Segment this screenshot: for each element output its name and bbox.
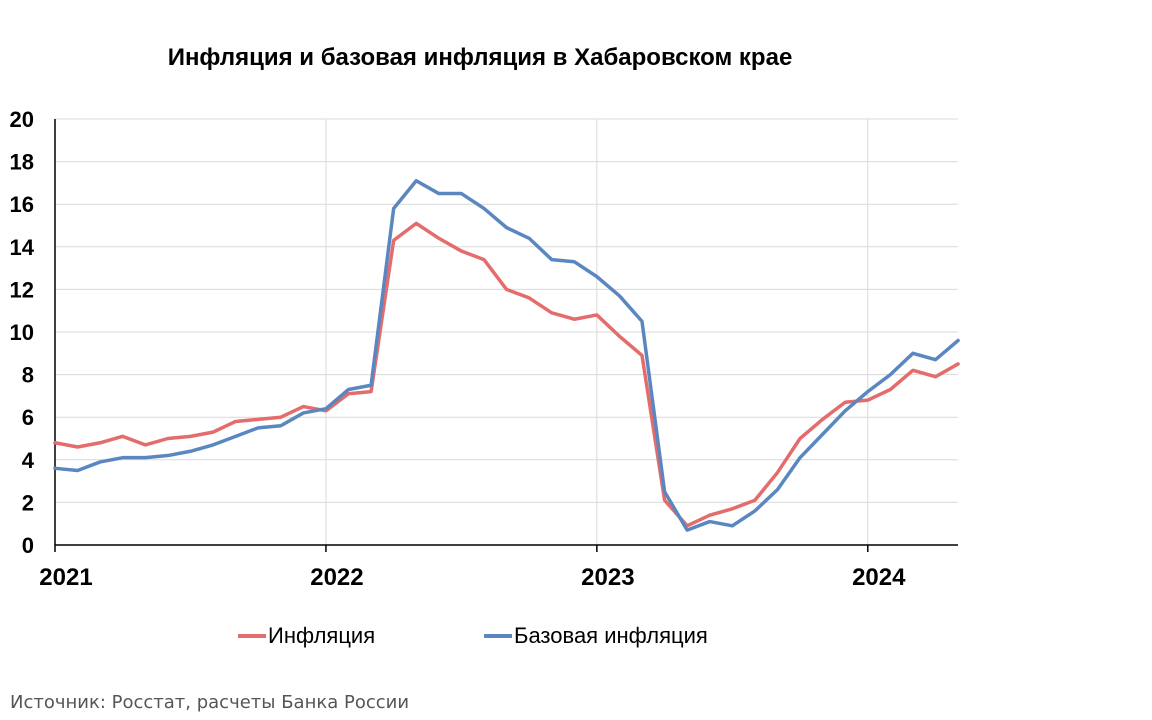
x-tick-label: 2024 [852, 564, 906, 591]
y-tick-labels: 0 2 4 6 8 10 12 14 16 18 20 [10, 107, 35, 558]
y-tick-label: 12 [10, 277, 34, 302]
y-tick-label: 2 [22, 490, 34, 515]
y-tick-label: 4 [22, 448, 35, 473]
legend-swatch-inflation [238, 634, 266, 638]
grid-lines [55, 118, 958, 545]
y-tick-label: 10 [10, 320, 34, 345]
y-tick-label: 14 [10, 235, 35, 260]
x-tick-label: 2021 [39, 564, 92, 591]
source-note: Источник: Росстат, расчеты Банка России [10, 692, 410, 713]
legend-swatch-core [484, 634, 512, 638]
x-tick-label: 2023 [581, 564, 634, 591]
x-tick-label: 2022 [310, 564, 363, 591]
chart-title: Инфляция и базовая инфляция в Хабаровско… [167, 44, 793, 71]
legend-item-core: Базовая инфляция [484, 622, 708, 650]
legend-label-core: Базовая инфляция [514, 623, 708, 648]
core-inflation-line [53, 179, 960, 532]
series-lines [53, 179, 960, 532]
y-tick-label: 16 [10, 192, 34, 217]
axes [54, 119, 958, 552]
y-tick-label: 20 [10, 107, 34, 132]
x-tick-labels: 2021 2022 2023 2024 [39, 564, 906, 591]
y-tick-label: 18 [10, 150, 34, 175]
legend-item-inflation: Инфляция [238, 622, 375, 650]
legend-label-inflation: Инфляция [268, 623, 376, 648]
y-tick-label: 6 [22, 405, 34, 430]
y-tick-label: 0 [22, 533, 34, 558]
y-tick-label: 8 [22, 363, 34, 388]
inflation-line [53, 221, 960, 528]
